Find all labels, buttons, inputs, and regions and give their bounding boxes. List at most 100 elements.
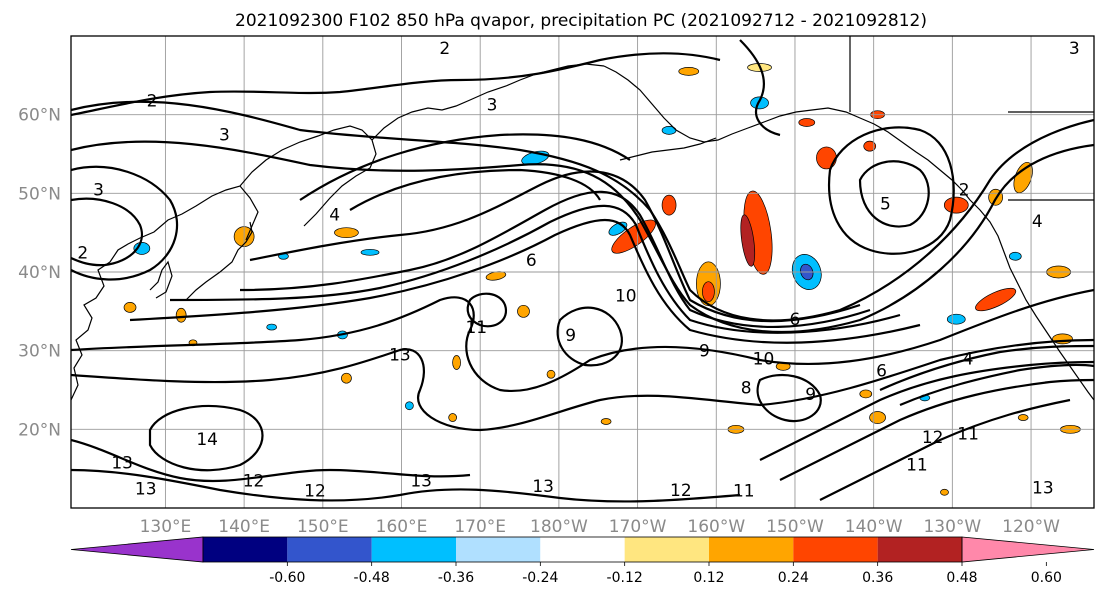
colorbar-segment bbox=[456, 537, 541, 562]
contour-label: 2 bbox=[439, 39, 450, 59]
latitude-tick-label: 20°N bbox=[18, 420, 61, 440]
contour-east-2 bbox=[779, 378, 1094, 481]
longitude-tick-labels: 130°E 140°E 150°E 160°E 170°E 180°W 170°W 160°W… bbox=[140, 517, 1061, 537]
contour-jet-3 bbox=[249, 170, 861, 323]
qvapor-contours bbox=[71, 39, 1094, 503]
contour-label: 12 bbox=[243, 471, 265, 491]
colorbar-tick-label: -0.60 bbox=[269, 570, 305, 586]
latitude-tick-label: 30°N bbox=[18, 342, 61, 362]
longitude-tick-label: 170°E bbox=[454, 517, 506, 537]
longitude-tick-label: 130°W bbox=[923, 517, 981, 537]
coastline-japan bbox=[185, 221, 253, 301]
contour-pacific-3 bbox=[756, 373, 822, 423]
precip-anomaly-area-47 bbox=[940, 488, 949, 496]
map-frame bbox=[70, 35, 1095, 509]
coastline-kamchatka bbox=[371, 63, 605, 141]
contour-label: 11 bbox=[465, 318, 487, 338]
precip-anomaly-area-11 bbox=[863, 140, 877, 152]
contour-label: 14 bbox=[196, 430, 218, 450]
colorbar-segment bbox=[624, 537, 709, 562]
longitude-tick-label: 150°W bbox=[766, 517, 824, 537]
longitude-tick-label: 140°E bbox=[218, 517, 270, 537]
contour-label: 11 bbox=[733, 482, 755, 502]
colorbar-tick-label: -0.48 bbox=[354, 570, 390, 586]
latitude-tick-label: 60°N bbox=[18, 106, 61, 126]
longitude-tick-label: 140°W bbox=[845, 517, 903, 537]
coastline-canada-border bbox=[849, 36, 1094, 201]
precip-anomaly-area-26 bbox=[360, 248, 380, 256]
contour-arctic-2 bbox=[739, 39, 781, 137]
contour-label: 9 bbox=[565, 326, 576, 346]
precip-anomaly-colorbar: -0.60 -0.48 -0.36 -0.24 -0.12 0.12 0.24 0.36 0.4… bbox=[70, 536, 1095, 586]
precip-anomaly-area-39 bbox=[859, 389, 873, 399]
colorbar-segment bbox=[203, 537, 288, 562]
contour-label: 9 bbox=[699, 342, 710, 362]
coastline-asia-east bbox=[71, 185, 259, 401]
contour-label: 2 bbox=[959, 180, 970, 200]
coastline-aleutians bbox=[619, 137, 717, 161]
contour-label: 4 bbox=[1032, 212, 1043, 232]
longitude-tick-label: 160°E bbox=[376, 517, 428, 537]
colorbar-segment bbox=[287, 537, 372, 562]
precip-anomaly-area-49 bbox=[405, 401, 414, 411]
contour-mid-2 bbox=[71, 338, 1094, 432]
longitude-tick-label: 170°W bbox=[609, 517, 667, 537]
contour-label: 10 bbox=[615, 287, 637, 307]
latitude-tick-labels: 20°N 30°N 40°N 50°N 60°N bbox=[18, 106, 61, 441]
contour-label: 13 bbox=[135, 479, 157, 499]
contour-east-3 bbox=[819, 398, 1071, 501]
contour-west-loop-2 bbox=[71, 197, 143, 267]
precip-anomaly-area-18 bbox=[750, 96, 769, 110]
colorbar-tick-label: 0.12 bbox=[693, 570, 724, 586]
colorbar-extend-low bbox=[70, 536, 204, 563]
precip-anomaly-area-4 bbox=[702, 281, 715, 303]
contour-mid-1 bbox=[71, 288, 1094, 392]
contour-label: 12 bbox=[922, 428, 944, 448]
contour-label: 13 bbox=[111, 453, 133, 473]
colorbar-extend-high bbox=[961, 536, 1095, 563]
precip-anomaly-area-17 bbox=[1008, 251, 1022, 261]
precip-anomaly-area-29 bbox=[123, 302, 137, 313]
contour-bering-2 bbox=[299, 133, 631, 201]
contour-label: 2 bbox=[77, 243, 88, 263]
contour-label: 3 bbox=[487, 95, 498, 115]
colorbar-outline bbox=[202, 536, 963, 563]
contour-label: 12 bbox=[304, 482, 326, 502]
precip-anomaly-area-48 bbox=[448, 413, 458, 422]
contour-14-loop bbox=[148, 404, 264, 472]
colorbar-segment bbox=[793, 537, 878, 562]
longitude-tick-label: 180°W bbox=[530, 517, 588, 537]
precip-anomaly-area-43 bbox=[546, 369, 556, 379]
contour-label: 13 bbox=[410, 471, 432, 491]
precip-anomaly-area-38 bbox=[869, 411, 886, 424]
longitude-tick-label: 130°E bbox=[140, 517, 192, 537]
contour-label: 3 bbox=[93, 180, 104, 200]
precip-anomaly-area-2 bbox=[740, 214, 756, 267]
contour-label: 6 bbox=[876, 361, 887, 381]
contour-arctic-1 bbox=[71, 52, 721, 117]
contour-east-5 bbox=[899, 363, 1094, 407]
precip-anomaly-area-25 bbox=[334, 227, 359, 239]
contour-label: 11 bbox=[906, 456, 928, 476]
precip-anomaly-area-6 bbox=[661, 194, 677, 216]
chart-title: 2021092300 F102 850 hPa qvapor, precipit… bbox=[235, 11, 927, 31]
contour-south-2 bbox=[71, 438, 471, 483]
contour-label: 4 bbox=[329, 206, 340, 226]
longitude-tick-label: 160°W bbox=[687, 517, 745, 537]
colorbar-tick-label: 0.60 bbox=[1031, 570, 1062, 586]
latitude-tick-label: 40°N bbox=[18, 263, 61, 283]
contour-east-1 bbox=[759, 360, 1094, 461]
precip-anomaly-area-15 bbox=[975, 287, 1017, 312]
colorbar-tick-label: -0.24 bbox=[522, 570, 558, 586]
contour-label: 12 bbox=[670, 481, 692, 501]
contour-north-jet-1 bbox=[71, 100, 1094, 322]
colorbar-segment bbox=[540, 537, 625, 562]
longitude-tick-label: 120°W bbox=[1002, 517, 1060, 537]
precip-anomaly-area-10 bbox=[816, 146, 837, 170]
contour-label: 5 bbox=[880, 195, 891, 215]
precip-anomaly-area-32 bbox=[452, 355, 461, 370]
contour-jet-5 bbox=[169, 204, 901, 334]
contour-bering-1 bbox=[349, 168, 601, 211]
